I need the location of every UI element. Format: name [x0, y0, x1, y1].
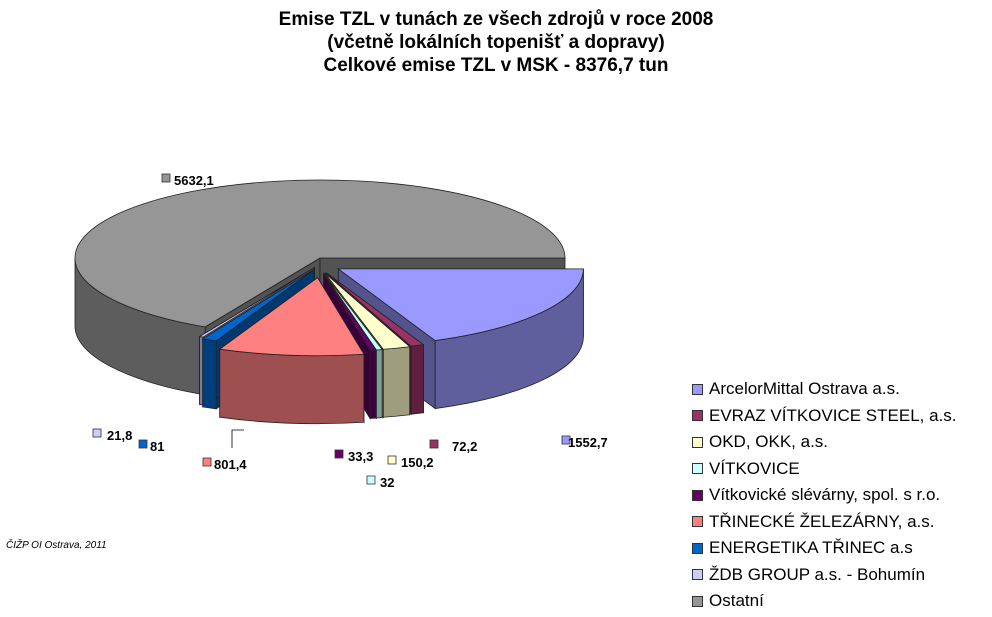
slice-top-5: [218, 277, 365, 357]
slice-top-7: [198, 267, 315, 338]
data-label-6: 81: [150, 439, 164, 454]
slice-top-2: [324, 273, 411, 350]
legend-item: ŽDB GROUP a.s. - Bohumín: [692, 562, 982, 589]
data-labels: 1552,7 72,2 150,2 32 33,3 801,4 81 21,8 5632,1: [92, 173, 608, 490]
slice-top-8: [74, 179, 566, 328]
legend-swatch: [692, 463, 703, 475]
legend-swatch: [692, 542, 703, 554]
chart-subtitle: (včetně lokálních topenišť a dopravy): [327, 32, 665, 53]
legend-item: VÍTKOVICE: [692, 456, 982, 483]
legend-label: ŽDB GROUP a.s. - Bohumín: [709, 564, 926, 584]
data-label-3: 32: [380, 475, 394, 490]
data-label-8: 5632,1: [174, 173, 214, 188]
legend-label: VÍTKOVICE: [709, 458, 800, 478]
data-label-swatch-3: [366, 475, 376, 485]
chart-subtitle-total: Celkové emise TZL v MSK - 8376,7 tun: [323, 55, 669, 76]
data-label-swatch-4: [334, 449, 344, 459]
legend-item: ENERGETIKA TŘINEC a.s: [692, 535, 982, 562]
slice-rim-1: [410, 344, 424, 415]
data-label-7: 21,8: [107, 428, 132, 443]
data-label-0: 1552,7: [568, 435, 608, 450]
legend-swatch: [692, 410, 703, 422]
chart-title: Emise TZL v tunách ze všech zdrojů v roc…: [278, 9, 714, 30]
slice-top-0: [337, 268, 584, 341]
legend-label: ENERGETIKA TŘINEC a.s: [709, 538, 913, 558]
slice-top-6: [201, 269, 315, 342]
legend-label: OKD, OKK, a.s.: [709, 432, 829, 452]
slice-rim-4: [369, 349, 377, 419]
legend: ArcelorMittal Ostrava a.s. EVRAZ VÍTKOVIC…: [692, 376, 982, 615]
leader-line: [231, 429, 244, 448]
slice-rim-2: [382, 346, 411, 418]
data-label-5: 801,4: [214, 457, 247, 472]
data-label-swatch-1: [429, 439, 439, 449]
data-label-swatch-0: [561, 435, 571, 445]
data-label-swatch-6: [138, 439, 148, 449]
pie-slices: [74, 179, 584, 425]
legend-item: OKD, OKK, a.s.: [692, 429, 982, 456]
slice-top-4: [323, 273, 377, 351]
legend-swatch: [692, 489, 703, 501]
legend-item: Vítkovické slévárny, spol. s r.o.: [692, 482, 982, 509]
slice-top-1: [326, 272, 425, 347]
legend-label: Vítkovické slévárny, spol. s r.o.: [709, 485, 941, 505]
slice-rim-3: [376, 349, 383, 419]
data-label-swatch-8: [161, 173, 171, 183]
legend-swatch: [692, 383, 703, 395]
data-label-swatch-7: [92, 428, 102, 438]
legend-item: TŘINECKÉ ŽELEZÁRNY, a.s.: [692, 509, 982, 536]
legend-item: Ostatní: [692, 588, 982, 615]
data-label-swatch-5: [202, 457, 212, 467]
slice-rim-5: [219, 348, 365, 425]
data-label-swatch-2: [387, 455, 397, 465]
legend-label: EVRAZ VÍTKOVICE STEEL, a.s.: [709, 405, 957, 425]
data-label-1: 72,2: [452, 439, 477, 454]
source-credit: ČIŽP OI Ostrava, 2011: [6, 540, 107, 551]
chart-title-block: Emise TZL v tunách ze všech zdrojů v roc…: [0, 8, 992, 77]
legend-swatch: [692, 569, 703, 581]
legend-label: Ostatní: [709, 591, 764, 611]
legend-swatch: [692, 516, 703, 528]
slice-5: [218, 276, 365, 425]
legend-label: ArcelorMittal Ostrava a.s.: [709, 379, 900, 399]
data-label-4: 33,3: [348, 449, 373, 464]
slice-top-3: [323, 273, 383, 351]
legend-swatch: [692, 436, 703, 448]
legend-swatch: [692, 595, 703, 607]
slice-rim-6: [202, 338, 217, 410]
legend-item: ArcelorMittal Ostrava a.s.: [692, 376, 982, 403]
data-label-2: 150,2: [401, 455, 434, 470]
legend-item: EVRAZ VÍTKOVICE STEEL, a.s.: [692, 403, 982, 430]
legend-label: TŘINECKÉ ŽELEZÁRNY, a.s.: [709, 511, 935, 531]
